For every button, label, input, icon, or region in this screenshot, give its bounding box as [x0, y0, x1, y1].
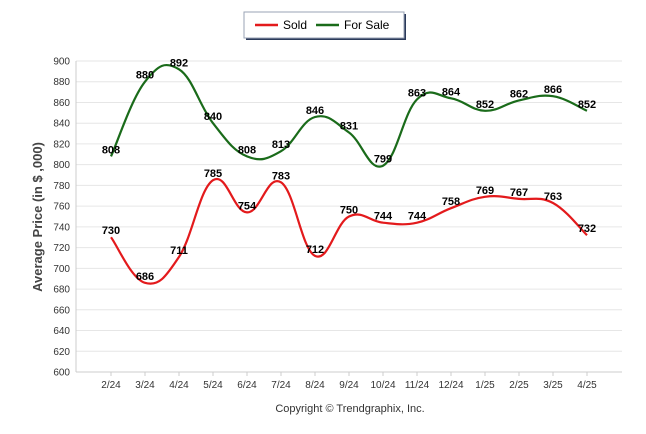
data-label-sold: 732 — [578, 223, 596, 235]
legend-label-sold: Sold — [283, 18, 307, 32]
data-label-for-sale: 846 — [306, 105, 324, 117]
copyright-text: Copyright © Trendgraphix, Inc. — [275, 403, 424, 415]
x-tick-label: 4/24 — [169, 380, 189, 391]
y-tick-label: 780 — [53, 181, 70, 192]
x-tick-label: 3/24 — [135, 380, 155, 391]
x-tick-label: 6/24 — [237, 380, 257, 391]
data-label-for-sale: 799 — [374, 154, 392, 166]
legend: Sold For Sale — [243, 11, 406, 40]
y-tick-label: 680 — [53, 285, 70, 296]
x-tick-label: 2/25 — [509, 380, 529, 391]
data-label-for-sale: 808 — [238, 144, 256, 156]
x-tick-label: 4/25 — [577, 380, 597, 391]
gridlines — [76, 60, 622, 373]
x-tick-label: 12/24 — [438, 380, 463, 391]
data-labels: 730 686 711 785 754 783 712 750 744 744 758 769 767 7… — [102, 57, 596, 283]
x-tick-label: 10/24 — [370, 380, 395, 391]
data-label-for-sale: 863 — [408, 87, 426, 99]
x-tick-label: 8/24 — [305, 380, 325, 391]
x-tick-label: 11/24 — [405, 380, 430, 391]
data-label-for-sale: 840 — [204, 111, 222, 123]
data-label-sold: 769 — [476, 185, 494, 197]
data-label-sold: 754 — [238, 200, 257, 212]
x-tick-label: 5/24 — [203, 380, 223, 391]
y-tick-label: 820 — [53, 139, 70, 150]
data-label-for-sale: 808 — [102, 144, 120, 156]
data-label-sold: 711 — [170, 245, 188, 257]
y-tick-label: 700 — [53, 264, 70, 275]
axes: 600 620 640 660 680 700 720 740 760 780 800 820 840 8… — [53, 57, 622, 391]
x-tick-label: 9/24 — [339, 380, 359, 391]
data-label-for-sale: 862 — [510, 88, 528, 100]
data-label-for-sale: 864 — [442, 86, 461, 98]
data-label-sold: 783 — [272, 170, 290, 182]
data-label-for-sale: 813 — [272, 139, 290, 151]
y-tick-label: 900 — [53, 57, 70, 68]
data-label-for-sale: 880 — [136, 70, 154, 82]
y-tick-label: 720 — [53, 243, 70, 254]
data-label-sold: 730 — [102, 225, 120, 237]
legend-label-for-sale: For Sale — [344, 18, 390, 32]
x-tick-label: 7/24 — [271, 380, 291, 391]
y-tick-label: 880 — [53, 77, 70, 88]
data-label-sold: 750 — [340, 205, 358, 217]
data-label-sold: 744 — [374, 211, 393, 223]
x-tick-label: 2/24 — [101, 380, 121, 391]
y-tick-label: 860 — [53, 98, 70, 109]
data-label-for-sale: 866 — [544, 84, 562, 96]
y-tick-label: 620 — [53, 347, 70, 358]
data-label-sold: 744 — [408, 211, 427, 223]
data-label-for-sale: 852 — [578, 99, 596, 111]
data-label-sold: 686 — [136, 271, 154, 283]
y-tick-label: 800 — [53, 160, 70, 171]
data-label-for-sale: 852 — [476, 99, 494, 111]
y-tick-label: 660 — [53, 305, 70, 316]
y-tick-label: 640 — [53, 326, 70, 337]
data-label-sold: 763 — [544, 191, 562, 203]
data-label-for-sale: 831 — [340, 121, 358, 133]
data-label-sold: 785 — [204, 168, 222, 180]
series-lines — [109, 63, 588, 285]
data-label-sold: 767 — [510, 187, 528, 199]
data-label-for-sale: 892 — [170, 57, 188, 69]
y-tick-label: 600 — [53, 368, 70, 379]
y-tick-label: 740 — [53, 222, 70, 233]
series-line-sold — [110, 177, 588, 285]
data-label-sold: 758 — [442, 196, 460, 208]
y-tick-label: 840 — [53, 119, 70, 130]
y-tick-label: 760 — [53, 202, 70, 213]
x-tick-label: 3/25 — [543, 380, 563, 391]
y-axis-title: Average Price (in $ ,000) — [30, 142, 45, 292]
data-label-sold: 712 — [306, 244, 324, 256]
series-line-for-sale — [109, 63, 588, 168]
x-tick-label: 1/25 — [475, 380, 495, 391]
